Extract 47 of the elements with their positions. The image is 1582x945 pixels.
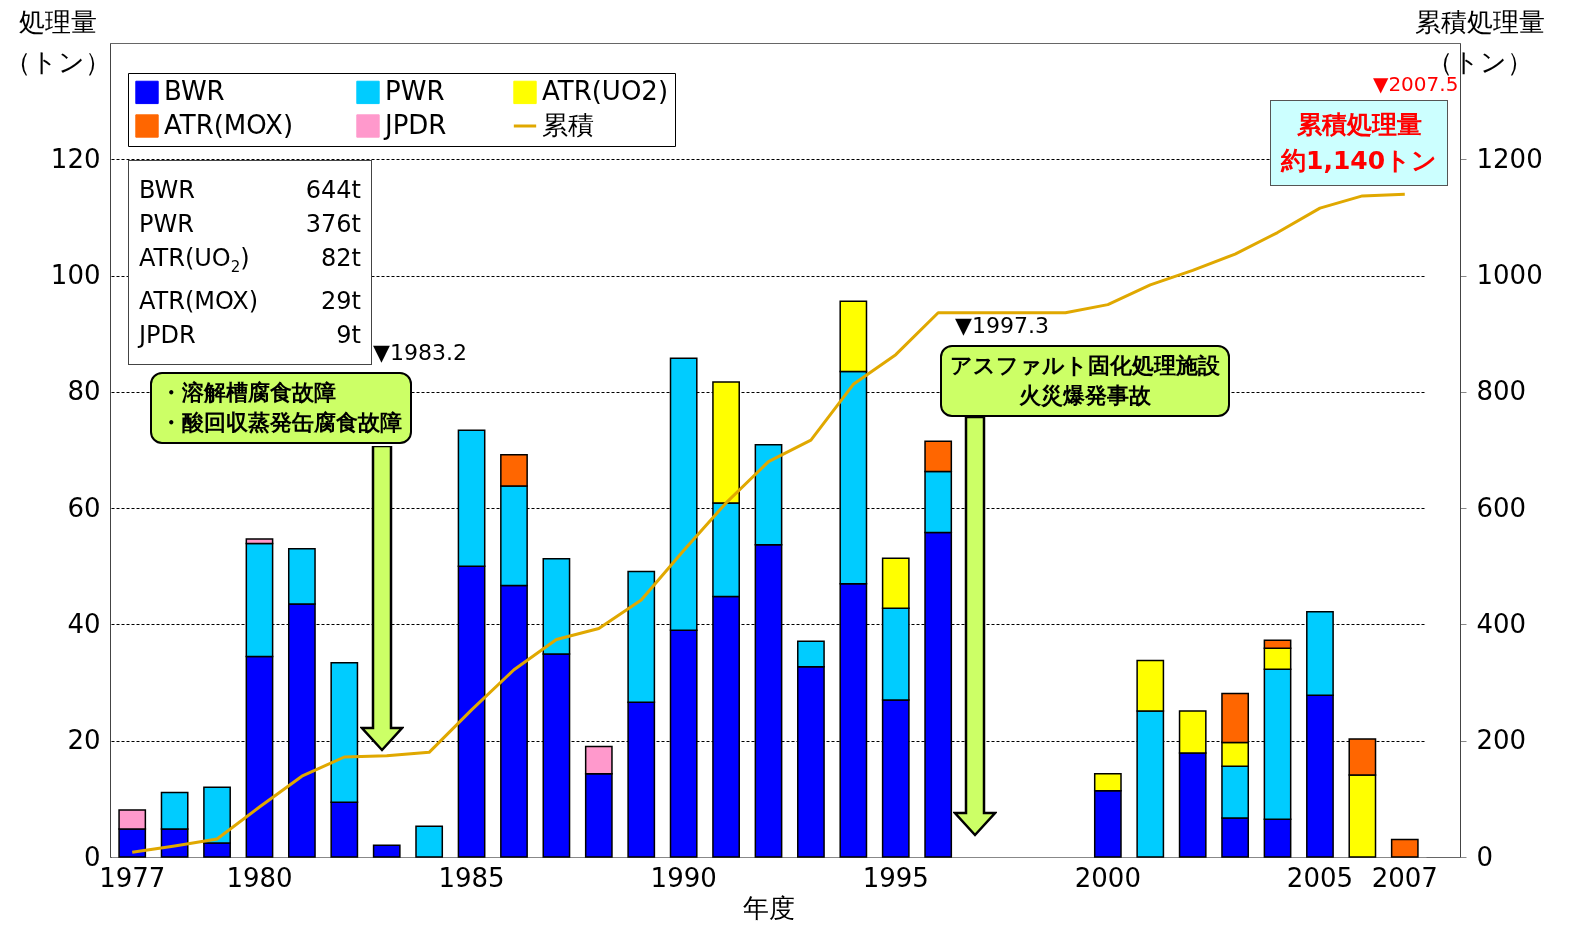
text: BWR 644t: [139, 176, 361, 204]
y-tick-label: 100: [50, 260, 101, 291]
legend-label: 累積: [542, 110, 594, 140]
x-tick-label: 1977: [99, 862, 166, 893]
y-tick-label: 60: [67, 492, 101, 523]
legend-label: JPDR: [383, 110, 447, 140]
legend-label: ATR(UO2): [542, 76, 669, 107]
annotation: ▼1983.2: [373, 340, 467, 365]
x-tick-label: 1995: [862, 862, 929, 893]
x-tick-label: 1980: [226, 862, 293, 893]
annotation: ・溶解槽腐食故障: [160, 379, 337, 407]
bar: [372, 844, 401, 858]
x-axis-title: 年度: [743, 892, 795, 923]
x-tick-label: 2005: [1286, 862, 1354, 893]
y-tick-label: 0: [83, 841, 101, 872]
y2-tick-label: 1200: [1476, 143, 1543, 174]
annotation: ・酸回収蒸発缶腐食故障: [160, 409, 402, 437]
y-tick-label: 20: [67, 725, 101, 756]
bar: [415, 825, 444, 858]
x-tick-label: 2007: [1371, 862, 1438, 893]
text: ATR(MOX) 29t: [139, 286, 361, 315]
x-tick-label: 2000: [1074, 862, 1141, 893]
legend-label: PWR: [385, 76, 445, 107]
y2-axis-title: 累積処理量（トン）: [1414, 6, 1546, 77]
legend-label: ATR(MOX): [164, 110, 294, 140]
y2-tick-label: 600: [1476, 492, 1527, 523]
y2-tick-label: 800: [1476, 376, 1527, 407]
y-tick-label: 80: [67, 376, 101, 407]
y2-tick-label: 400: [1476, 608, 1527, 639]
y2-tick-label: 200: [1476, 725, 1527, 756]
legend-label: BWR: [164, 76, 225, 107]
text: ATR(UO$_{2}$) 82t: [139, 244, 361, 276]
x-tick-label: 1985: [438, 862, 505, 893]
y-axis-title: 処理量（トン）: [4, 6, 112, 79]
x-tick-label: 1990: [650, 862, 717, 893]
y2-tick-label: 0: [1476, 841, 1494, 872]
y-tick-label: 40: [67, 608, 101, 639]
y2-tick-label: 1000: [1476, 260, 1543, 291]
annotation: アスファルト固化処理施設: [950, 352, 1220, 380]
annotation: 火災爆発事故: [1018, 382, 1152, 410]
bar: [1390, 838, 1419, 858]
text: JPDR 9t: [139, 320, 361, 349]
annotation: ▼1997.3: [955, 313, 1049, 338]
text: PWR 376t: [139, 210, 361, 238]
annotation: 約1,140トン: [1281, 145, 1438, 177]
annotation: 累積処理量: [1295, 109, 1423, 141]
y-tick-label: 120: [50, 143, 101, 174]
